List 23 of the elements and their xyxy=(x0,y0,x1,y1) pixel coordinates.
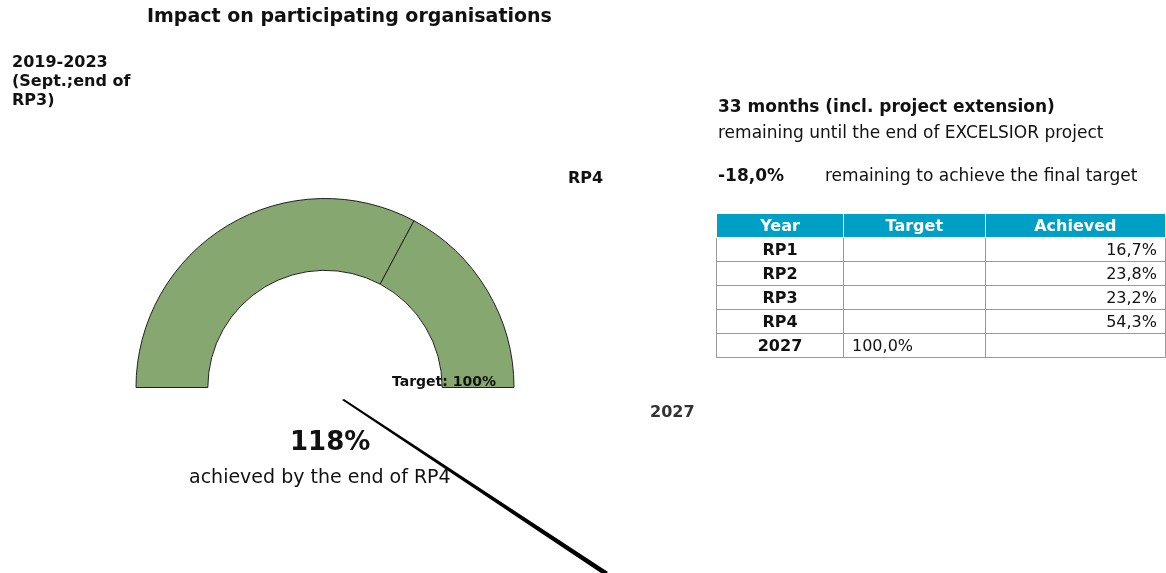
text: remaining until the end of EXCELSIOR project xyxy=(718,122,1104,142)
category-label: 2027 xyxy=(716,333,844,358)
text: Target xyxy=(843,213,986,238)
data-label: 54,3% xyxy=(985,309,1166,334)
data-label: 16,7% xyxy=(985,237,1166,262)
text: 33 months (incl. project extension) xyxy=(718,96,1055,116)
text: Achieved xyxy=(985,213,1166,238)
category-label: RP1 xyxy=(716,237,844,262)
category-label: RP4 xyxy=(716,309,844,334)
text: achieved by the end of RP4 xyxy=(189,465,451,487)
text: remaining to achieve the final target xyxy=(825,165,1138,185)
text: -18,0% xyxy=(718,165,785,185)
data-label: 100,0% xyxy=(843,333,986,358)
slice-label: RP4 xyxy=(568,168,604,187)
chart-title: Impact on participating organisations xyxy=(147,4,552,26)
data-label: 23,8% xyxy=(985,261,1166,286)
text: 118% xyxy=(290,426,371,456)
category-label: RP2 xyxy=(716,261,844,286)
text: 2027 xyxy=(650,402,695,421)
category-label: RP3 xyxy=(716,285,844,310)
slice-label: 2019-2023 (Sept.;end of RP3) xyxy=(12,52,132,109)
data-label: 23,2% xyxy=(985,285,1166,310)
text: Year xyxy=(716,213,844,238)
